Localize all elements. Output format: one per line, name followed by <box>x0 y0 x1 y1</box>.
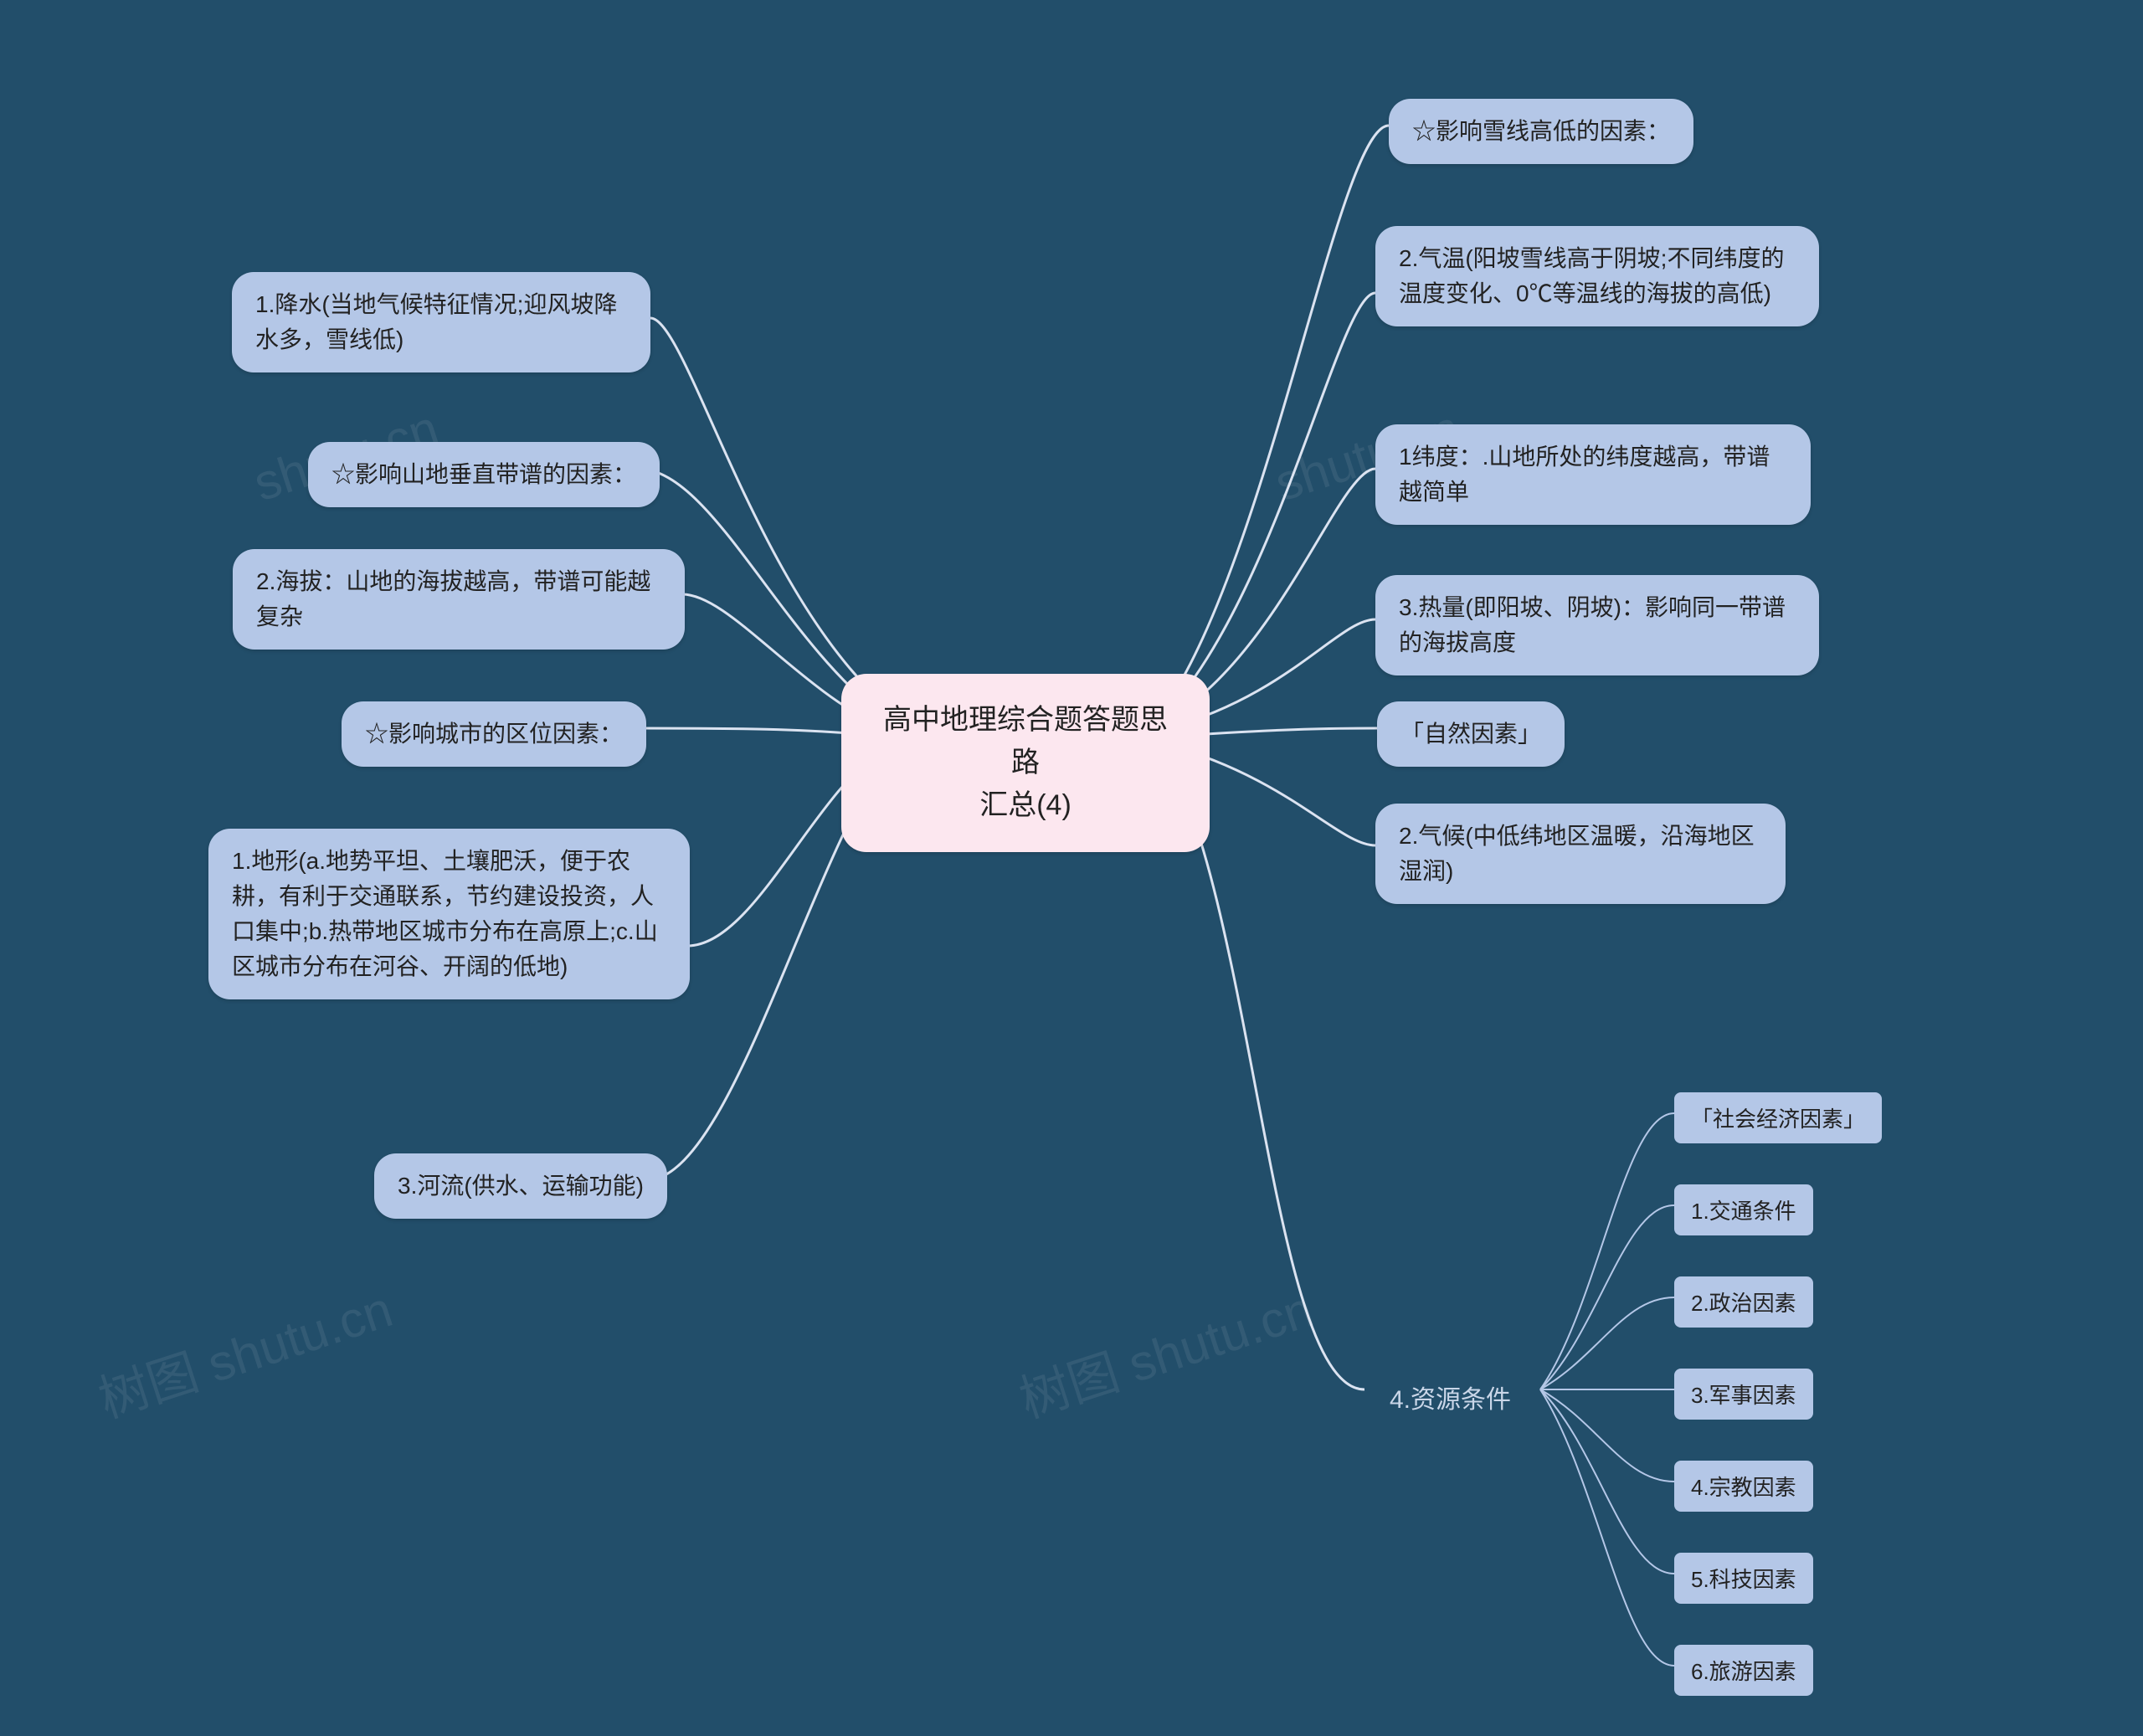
resource-child-tourism: 6.旅游因素 <box>1674 1645 1813 1696</box>
left-node-terrain: 1.地形(a.地势平坦、土壤肥沃，便于农耕，有利于交通联系，节约建设投资，人口集… <box>208 829 690 999</box>
watermark: 树图 shutu.cn <box>88 1269 400 1432</box>
right-node-heat: 3.热量(即阳坡、阴坡)：影响同一带谱的海拔高度 <box>1375 575 1819 675</box>
left-node-precipitation: 1.降水(当地气候特征情况;迎风坡降水多，雪线低) <box>232 272 650 372</box>
resource-child-religion: 4.宗教因素 <box>1674 1461 1813 1512</box>
center-node: 高中地理综合题答题思路 汇总(4) <box>841 674 1210 852</box>
right-node-natural-factors: 「自然因素」 <box>1377 701 1565 767</box>
center-line2: 汇总(4) <box>875 784 1176 827</box>
right-node-climate: 2.气候(中低纬地区温暖，沿海地区湿润) <box>1375 804 1786 904</box>
resource-child-military: 3.军事因素 <box>1674 1369 1813 1420</box>
center-line1: 高中地理综合题答题思路 <box>875 699 1176 784</box>
resource-child-traffic: 1.交通条件 <box>1674 1184 1813 1235</box>
watermark: 树图 shutu.cn <box>1009 1269 1321 1432</box>
left-node-altitude: 2.海拔：山地的海拔越高，带谱可能越复杂 <box>233 549 685 650</box>
right-node-latitude: 1纬度：.山地所处的纬度越高，带谱越简单 <box>1375 424 1811 525</box>
left-node-city-location-factors: ☆影响城市的区位因素： <box>342 701 646 767</box>
right-node-temperature: 2.气温(阳坡雪线高于阴坡;不同纬度的温度变化、0℃等温线的海拔的高低) <box>1375 226 1819 326</box>
resource-child-tech: 5.科技因素 <box>1674 1553 1813 1604</box>
resource-child-social-economic: 「社会经济因素」 <box>1674 1092 1882 1143</box>
resource-child-politics: 2.政治因素 <box>1674 1276 1813 1328</box>
left-node-river: 3.河流(供水、运输功能) <box>374 1153 667 1219</box>
right-node-snowline-factors: ☆影响雪线高低的因素： <box>1389 99 1693 164</box>
resource-branch-label: 4.资源条件 <box>1373 1367 1528 1427</box>
left-node-vertical-spectrum-factors: ☆影响山地垂直带谱的因素： <box>308 442 660 507</box>
